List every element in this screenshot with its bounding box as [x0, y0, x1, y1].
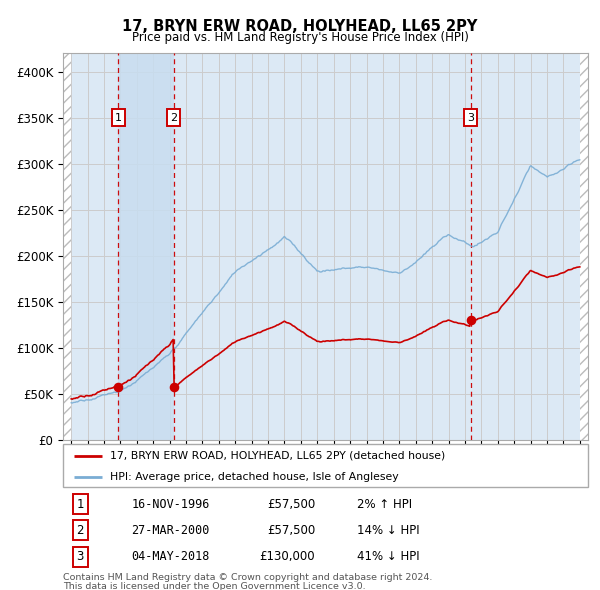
- Text: 16-NOV-1996: 16-NOV-1996: [131, 497, 209, 510]
- Text: 2% ↑ HPI: 2% ↑ HPI: [357, 497, 412, 510]
- Text: 04-MAY-2018: 04-MAY-2018: [131, 550, 209, 563]
- Text: 2: 2: [77, 524, 84, 537]
- Text: 41% ↓ HPI: 41% ↓ HPI: [357, 550, 419, 563]
- Point: [466, 315, 475, 324]
- Text: 1: 1: [77, 497, 84, 510]
- Bar: [63, 53, 71, 440]
- Text: Contains HM Land Registry data © Crown copyright and database right 2024.: Contains HM Land Registry data © Crown c…: [63, 573, 433, 582]
- Text: Price paid vs. HM Land Registry's House Price Index (HPI): Price paid vs. HM Land Registry's House …: [131, 31, 469, 44]
- FancyBboxPatch shape: [63, 444, 588, 487]
- Text: 17, BRYN ERW ROAD, HOLYHEAD, LL65 2PY: 17, BRYN ERW ROAD, HOLYHEAD, LL65 2PY: [122, 19, 478, 34]
- Bar: [580, 53, 588, 440]
- Text: 3: 3: [467, 113, 474, 123]
- Text: £57,500: £57,500: [267, 524, 315, 537]
- Bar: [63, 53, 71, 440]
- Point: [169, 382, 178, 391]
- Bar: [118, 53, 173, 440]
- Bar: [580, 53, 588, 440]
- Point: [113, 382, 123, 391]
- Text: 17, BRYN ERW ROAD, HOLYHEAD, LL65 2PY (detached house): 17, BRYN ERW ROAD, HOLYHEAD, LL65 2PY (d…: [110, 451, 445, 461]
- Text: 14% ↓ HPI: 14% ↓ HPI: [357, 524, 419, 537]
- Text: 3: 3: [77, 550, 84, 563]
- Text: 2: 2: [170, 113, 177, 123]
- Text: 1: 1: [115, 113, 122, 123]
- Text: This data is licensed under the Open Government Licence v3.0.: This data is licensed under the Open Gov…: [63, 582, 365, 590]
- Text: £57,500: £57,500: [267, 497, 315, 510]
- Text: £130,000: £130,000: [259, 550, 315, 563]
- Text: HPI: Average price, detached house, Isle of Anglesey: HPI: Average price, detached house, Isle…: [110, 473, 399, 483]
- Text: 27-MAR-2000: 27-MAR-2000: [131, 524, 209, 537]
